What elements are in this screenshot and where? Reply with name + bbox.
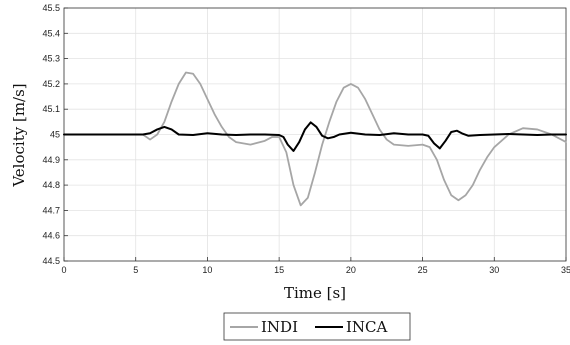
series-line-indi xyxy=(63,71,567,207)
y-tick-label: 44.7 xyxy=(42,205,60,215)
series-line-inca xyxy=(63,121,567,152)
x-tick-label: 5 xyxy=(133,265,138,275)
y-tick-labels: 44.5 44.6 44.7 44.8 44.9 45 45.1 45.2 45.3 45.4 45… xyxy=(42,3,68,266)
y-tick-label: 44.8 xyxy=(42,180,60,190)
x-tick-label: 30 xyxy=(489,265,499,275)
x-tick-labels: 0 5 10 15 20 25 30 35 xyxy=(61,257,570,275)
x-axis-label: Time [s] xyxy=(284,284,346,302)
legend-label-inca: INCA xyxy=(346,318,388,336)
x-tick-label: 20 xyxy=(346,265,356,275)
y-axis-label: Velocity [m/s] xyxy=(10,83,28,187)
y-tick-label: 45.1 xyxy=(42,104,60,114)
y-tick-label: 45.5 xyxy=(42,3,60,13)
x-tick-label: 35 xyxy=(561,265,570,275)
y-tick-label: 45 xyxy=(50,130,60,140)
y-tick-label: 45.3 xyxy=(42,54,60,64)
y-tick-label: 44.9 xyxy=(42,155,60,165)
y-tick-label: 45.2 xyxy=(42,79,60,89)
legend: INDI INCA xyxy=(223,312,411,341)
x-tick-label: 0 xyxy=(61,265,66,275)
legend-label-indi: INDI xyxy=(261,318,298,336)
x-tick-label: 15 xyxy=(274,265,284,275)
y-tick-label: 44.6 xyxy=(42,231,60,241)
y-tick-label: 45.4 xyxy=(42,28,60,38)
y-tick-label: 44.5 xyxy=(42,256,60,266)
x-tick-label: 25 xyxy=(418,265,428,275)
x-tick-label: 10 xyxy=(202,265,212,275)
series-lines xyxy=(63,71,567,207)
